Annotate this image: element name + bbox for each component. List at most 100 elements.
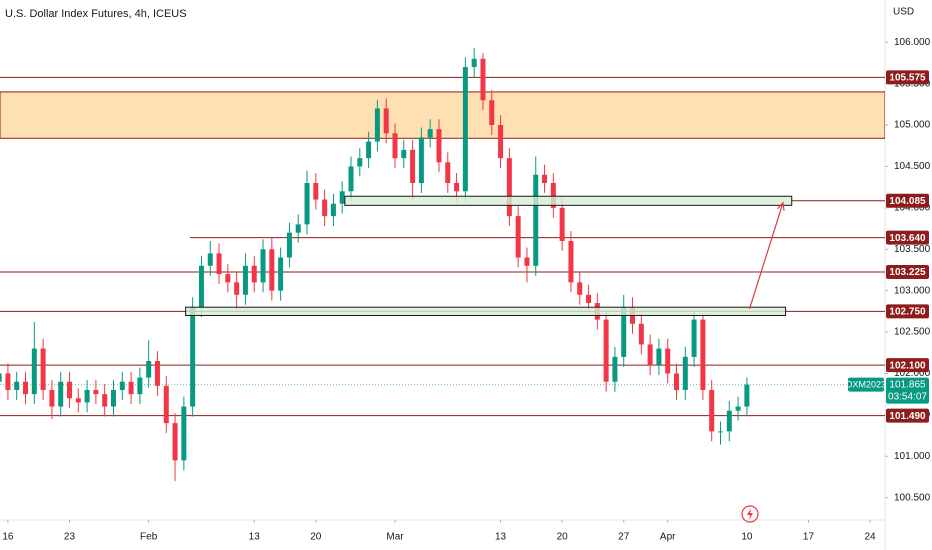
level-label-bg <box>886 230 929 245</box>
candle-body <box>304 182 310 225</box>
axis-unit: USD <box>893 7 914 18</box>
candle-body <box>339 191 345 204</box>
x-tick-label: 20 <box>310 532 322 543</box>
candle-body <box>269 249 275 291</box>
candle-body <box>146 361 152 378</box>
candle-body <box>735 406 741 411</box>
candle-body <box>242 265 248 295</box>
candle-body <box>216 253 222 275</box>
level-label: 103.225 <box>889 267 926 278</box>
candle-body <box>401 149 407 159</box>
candle-body <box>348 166 354 192</box>
x-tick-label: 17 <box>803 532 815 543</box>
candle-body <box>23 381 29 395</box>
y-tick-label: 100.500 <box>894 492 931 503</box>
candle-body <box>392 133 398 159</box>
y-tick-label: 101.000 <box>894 451 931 462</box>
candle-body <box>322 199 328 217</box>
x-tick-label: Mar <box>386 532 404 543</box>
candle-body <box>93 390 99 395</box>
candle-body <box>656 348 662 366</box>
candle-body <box>542 174 548 183</box>
box <box>185 306 787 316</box>
candle-body <box>383 108 389 134</box>
level-label: 102.750 <box>889 306 926 317</box>
candle-body <box>14 381 20 390</box>
candle-body <box>717 431 723 433</box>
candle-body <box>559 207 565 241</box>
x-tick-label: 23 <box>64 532 76 543</box>
replay-icon[interactable] <box>741 505 759 523</box>
x-tick-label: 24 <box>864 532 876 543</box>
candle-body <box>665 348 671 374</box>
y-tick-label: 103.000 <box>894 285 931 296</box>
candle-body <box>621 307 627 357</box>
candle-body <box>163 385 169 424</box>
x-tick-label: 20 <box>557 532 569 543</box>
y-tick-label: 106.000 <box>894 37 931 48</box>
candle-body <box>154 361 160 386</box>
candle-body <box>410 149 416 183</box>
level-label: 105.575 <box>889 73 926 84</box>
x-tick-label: 27 <box>618 532 630 543</box>
candle-body <box>330 203 336 217</box>
candle-body <box>489 100 495 126</box>
candle-body <box>49 390 55 407</box>
candle-body <box>58 381 64 407</box>
candle-body <box>207 253 213 266</box>
level-label: 102.100 <box>889 360 926 371</box>
candle-body <box>709 390 715 432</box>
candle-body <box>110 390 116 407</box>
y-tick-label: 105.000 <box>894 120 931 131</box>
x-tick-label: 16 <box>2 532 14 543</box>
y-tick-label: 102.000 <box>894 368 931 379</box>
candle-body <box>198 265 204 308</box>
candle-body <box>691 319 697 357</box>
candle-body <box>682 356 688 390</box>
candle-body <box>260 249 266 283</box>
x-tick-label: 13 <box>249 532 261 543</box>
candle-body <box>744 384 750 407</box>
last-price-label: 101.865 <box>889 379 926 390</box>
candle-body <box>700 319 706 390</box>
candle-body <box>75 398 81 403</box>
candle-body <box>31 348 37 395</box>
candle-body <box>225 274 231 283</box>
candle-body <box>251 265 257 283</box>
candle-body <box>190 307 196 407</box>
candle-body <box>436 129 442 163</box>
candle-body <box>66 381 72 399</box>
candle-body <box>366 141 372 159</box>
candle-body <box>278 257 284 291</box>
level-label-bg <box>886 408 929 423</box>
candle-body <box>313 182 319 200</box>
candle-body <box>234 282 240 295</box>
candle-body <box>674 373 680 390</box>
candle-body <box>586 294 592 304</box>
candle-body <box>550 182 556 208</box>
last-price-bg <box>886 377 929 404</box>
x-tick-label: Feb <box>140 532 158 543</box>
y-tick-label: 104.000 <box>894 202 931 213</box>
chart-title: U.S. Dollar Index Futures, 4h, ICEUS <box>5 8 187 20</box>
candle-body <box>498 125 504 159</box>
y-tick-label: 103.500 <box>894 244 931 255</box>
candle-body <box>286 232 292 258</box>
candle-body <box>102 394 108 407</box>
level-label: 103.640 <box>889 233 926 244</box>
box <box>344 195 793 206</box>
level-label-bg <box>886 304 929 319</box>
candle-body <box>471 58 477 68</box>
candle-body <box>480 58 486 101</box>
candle-body <box>577 282 583 295</box>
candle-body <box>181 406 187 461</box>
candle-body <box>128 381 134 395</box>
level-label-bg <box>886 70 929 85</box>
candle-body <box>533 174 539 266</box>
candle-body <box>119 381 125 390</box>
candle-body <box>40 348 46 390</box>
candle-body <box>5 373 11 390</box>
candle-body <box>445 162 451 183</box>
